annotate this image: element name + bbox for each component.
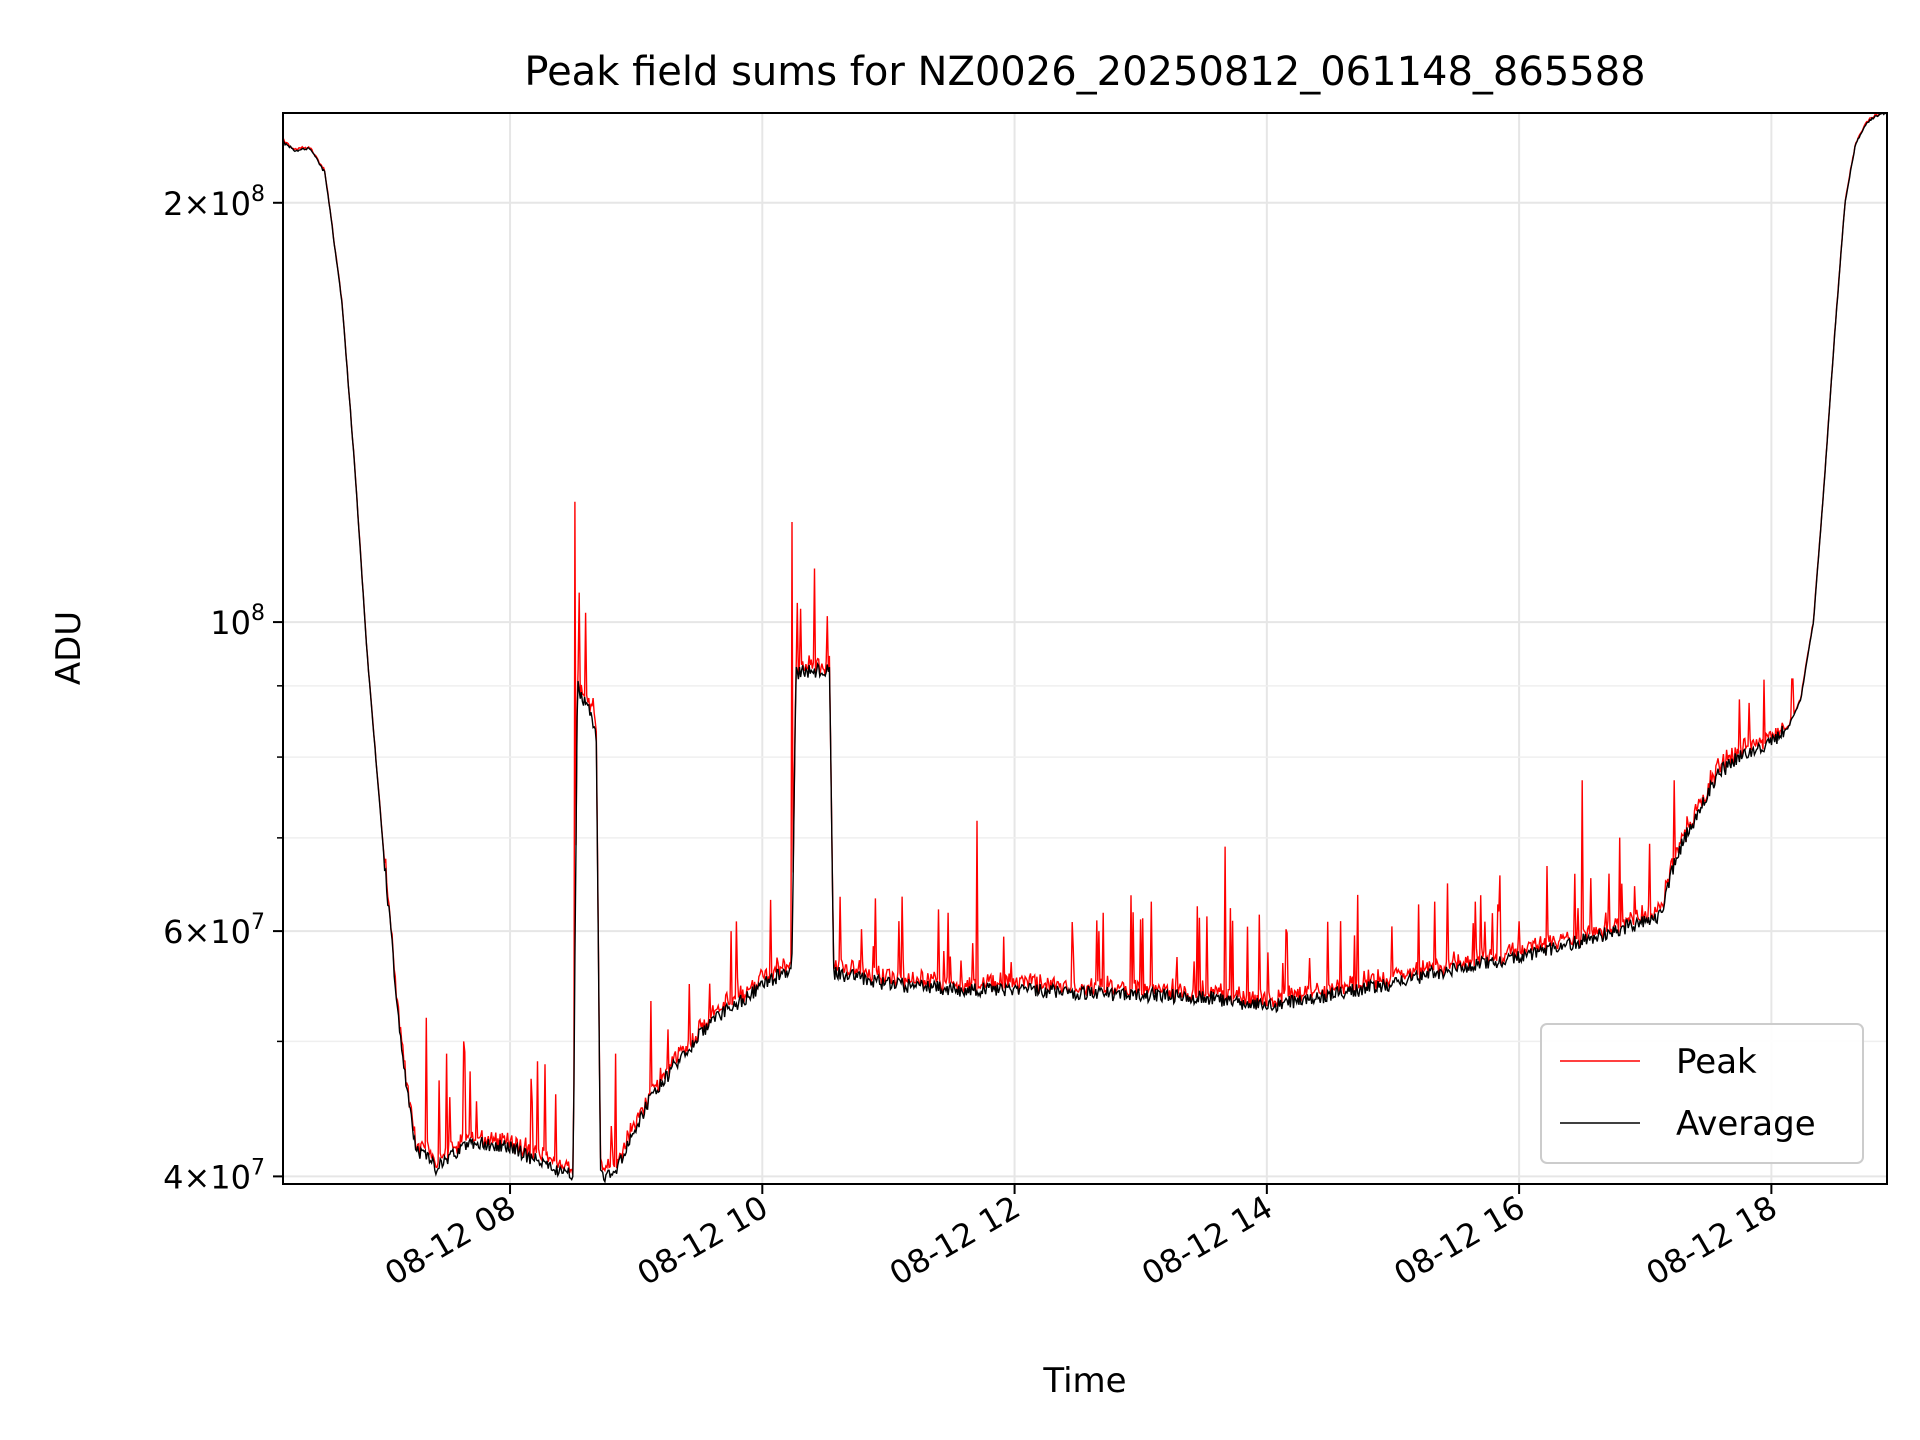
grid [283, 113, 1887, 1184]
y-tick-label: 4×107 [163, 1155, 265, 1196]
y-tick-label: 6×107 [163, 910, 265, 951]
y-tick-label: 108 [210, 601, 265, 642]
legend-average-label: Average [1676, 1104, 1816, 1144]
legend: Peak Average [1540, 1023, 1864, 1164]
plot-frame [282, 112, 1888, 1185]
series-average-line [283, 113, 1887, 1184]
legend-box [1540, 1023, 1864, 1164]
y-tick-label: 2×108 [163, 182, 265, 223]
series-group [283, 113, 1887, 1184]
legend-peak-label: Peak [1676, 1042, 1757, 1082]
chart-title: Peak field sums for NZ0026_20250812_0611… [524, 49, 1645, 95]
x-axis-label: Time [1042, 1361, 1126, 1401]
y-axis-label: ADU [49, 611, 89, 685]
